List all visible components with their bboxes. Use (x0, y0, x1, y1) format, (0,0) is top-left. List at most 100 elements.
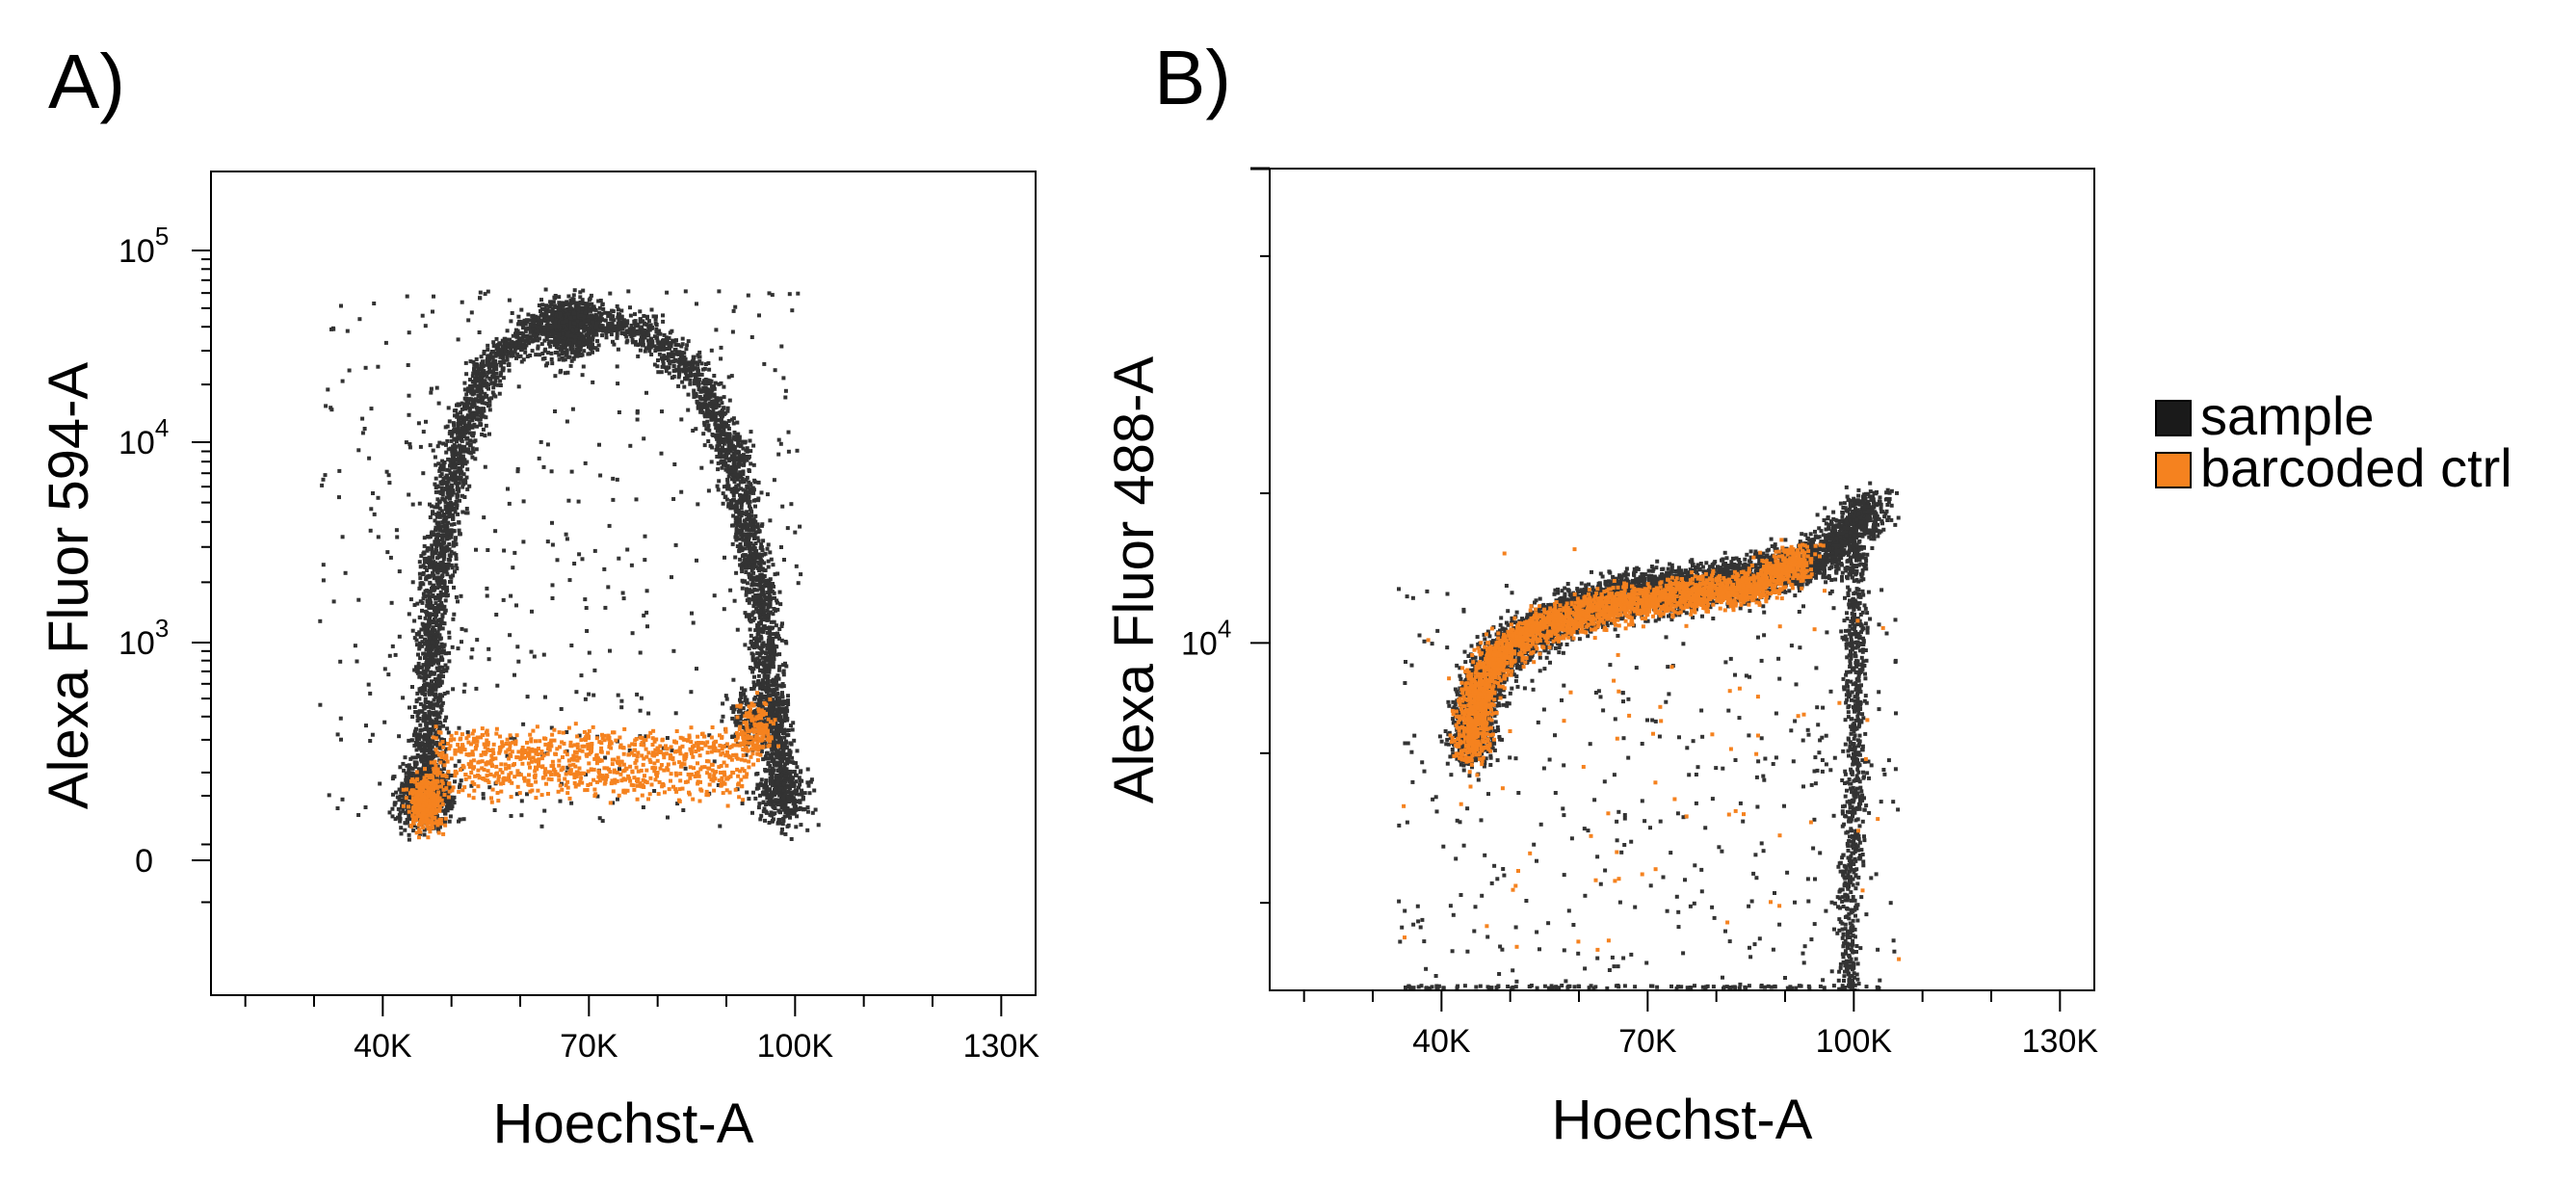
sample-point (655, 335, 660, 340)
sample-point (658, 343, 663, 348)
sample-point (453, 470, 458, 475)
sample-point (428, 598, 432, 603)
sample-point (440, 626, 445, 631)
sample-point (402, 799, 407, 803)
sample-point (751, 645, 756, 650)
sample-point (784, 641, 789, 645)
sample-point (453, 569, 457, 574)
sample-point (404, 799, 408, 803)
sample-point (462, 447, 467, 452)
sample-point (683, 360, 688, 365)
sample-point (432, 720, 436, 724)
sample-point (480, 433, 485, 436)
sample-point (772, 737, 776, 742)
sample-point (442, 621, 447, 626)
sample-point (740, 523, 745, 528)
sample-point (713, 404, 718, 408)
sample-point (737, 437, 742, 442)
sample-point (414, 710, 418, 715)
sample-point (515, 352, 520, 356)
sample-point (615, 333, 619, 338)
sample-point (758, 583, 763, 588)
sample-point (728, 506, 733, 511)
sample-point (784, 769, 789, 774)
sample-point (424, 676, 429, 681)
sample-point (415, 826, 420, 829)
sample-point (421, 551, 426, 556)
sample-point (805, 780, 810, 785)
sample-point (421, 718, 426, 723)
sample-point (780, 805, 785, 810)
sample-point (759, 542, 764, 547)
sample-point (428, 515, 433, 519)
sample-point (764, 579, 769, 583)
sample-point (684, 363, 689, 368)
sample-point (680, 380, 685, 384)
sample-point (696, 366, 700, 371)
sample-point (435, 630, 440, 635)
sample-point (441, 767, 446, 771)
sample-point (452, 423, 457, 428)
sample-point (751, 570, 756, 575)
sample-point (775, 781, 780, 786)
sample-point (411, 733, 416, 738)
sample-point (549, 314, 554, 319)
sample-point (440, 496, 445, 501)
sample-point (612, 342, 617, 347)
sample-point (762, 574, 767, 579)
sample-point (765, 785, 770, 789)
sample-point (496, 343, 500, 348)
sample-point (499, 350, 504, 355)
sample-point (708, 394, 713, 399)
sample-point (763, 650, 768, 655)
sample-point (430, 688, 434, 693)
sample-point (439, 509, 444, 513)
sample-point (434, 702, 438, 707)
sample-point (748, 666, 752, 670)
sample-point (417, 646, 422, 651)
sample-point (636, 354, 641, 358)
sample-point (774, 712, 778, 717)
sample-point (499, 371, 504, 376)
sample-point (498, 383, 503, 387)
sample-point (748, 528, 752, 533)
sample-point (683, 356, 688, 361)
sample-point (498, 360, 503, 364)
sample-point (440, 573, 445, 578)
sample-point (773, 595, 776, 600)
sample-point (449, 438, 454, 443)
sample-point (786, 733, 791, 737)
sample-point (410, 715, 415, 719)
sample-point (709, 384, 714, 388)
sample-point (756, 679, 761, 683)
sample-point (661, 355, 666, 360)
sample-point (757, 621, 762, 626)
sample-point (775, 751, 779, 755)
sample-point (412, 668, 417, 672)
sample-point (612, 318, 617, 323)
sample-point (751, 604, 756, 608)
sample-point (718, 417, 723, 422)
sample-point (782, 746, 787, 750)
sample-point (622, 324, 627, 329)
sample-point (746, 559, 750, 564)
sample-point (447, 536, 452, 540)
sample-point (751, 790, 755, 795)
sample-point (783, 762, 787, 767)
sample-point (761, 809, 766, 814)
sample-point (407, 612, 411, 617)
sample-point (706, 414, 711, 419)
sample-point (435, 444, 440, 449)
sample-point (662, 354, 667, 358)
sample-point (513, 350, 517, 355)
sample-point (449, 563, 454, 567)
sample-point (457, 415, 461, 420)
sample-point (736, 531, 741, 536)
sample-point (600, 317, 604, 322)
sample-point (688, 378, 693, 382)
sample-point (766, 686, 771, 691)
sample-point (438, 565, 442, 569)
sample-point (475, 424, 479, 429)
sample-point (452, 446, 457, 451)
sample-point (437, 506, 442, 511)
